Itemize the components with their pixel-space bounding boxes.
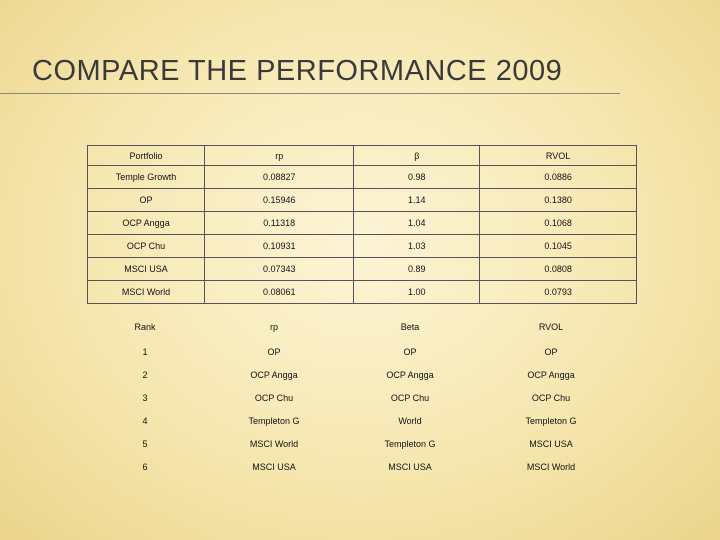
title-divider [0,93,620,94]
beta-rank-cell: World [398,415,422,426]
rvol-cell: 0.1068 [479,211,637,235]
table-row: 1 OP OP OP [90,340,630,363]
rp-rank-cell: OP [267,346,281,357]
beta-rank-cell: OCP Chu [390,392,430,403]
rp-cell: 0.10931 [204,234,355,258]
column-header-rp: rp [269,322,278,332]
column-header-rp: rp [204,145,355,166]
table-row: OCP Angga 0.11318 1.04 0.1068 [86,211,637,235]
rank-cell: 5 [142,438,148,449]
slide-title: COMPARE THE PERFORMANCE 2009 [32,55,563,87]
portfolio-cell: OCP Angga [86,211,206,235]
rank-cell: 4 [142,415,148,426]
rp-rank-cell: Templeton G [248,415,300,426]
portfolio-cell: OP [86,188,206,212]
column-header-rvol: RVOL [479,145,637,166]
beta-cell: 0.98 [353,165,481,189]
column-header-portfolio: Portfolio [86,145,206,166]
rp-rank-cell: OCP Angga [250,369,298,380]
rvol-cell: 0.0808 [479,257,637,281]
rvol-rank-cell: MSCI World [526,461,576,472]
rvol-cell: 0.0793 [479,280,637,304]
beta-cell: 1.00 [353,280,481,304]
portfolio-cell: OCP Chu [86,234,206,258]
rp-cell: 0.08827 [204,165,355,189]
rp-cell: 0.08061 [204,280,355,304]
table-row: 2 OCP Angga OCP Angga OCP Angga [90,363,630,386]
beta-rank-cell: OCP Angga [386,369,434,380]
rp-cell: 0.07343 [204,257,355,281]
performance-table: Portfolio rp β RVOL Temple Growth 0.0882… [86,145,637,304]
beta-cell: 1.14 [353,188,481,212]
table-row: OCP Chu 0.10931 1.03 0.1045 [86,234,637,258]
beta-rank-cell: MSCI USA [388,461,432,472]
portfolio-cell: MSCI World [86,280,206,304]
portfolio-cell: MSCI USA [86,257,206,281]
table-row: 5 MSCI World Templeton G MSCI USA [90,432,630,455]
rvol-cell: 0.1380 [479,188,637,212]
rp-rank-cell: MSCI USA [252,461,296,472]
rank-cell: 1 [142,346,148,357]
table-row: Temple Growth 0.08827 0.98 0.0886 [86,165,637,189]
rank-cell: 3 [142,392,148,403]
table-row: MSCI USA 0.07343 0.89 0.0808 [86,257,637,281]
rvol-rank-cell: MSCI USA [529,438,573,449]
portfolio-cell: Temple Growth [86,165,206,189]
performance-header-row: Portfolio rp β RVOL [86,145,637,166]
beta-cell: 1.04 [353,211,481,235]
rp-cell: 0.15946 [204,188,355,212]
table-row: 6 MSCI USA MSCI USA MSCI World [90,455,630,478]
rvol-cell: 0.1045 [479,234,637,258]
column-header-rank: Rank [134,322,156,332]
rank-cell: 6 [142,461,148,472]
rvol-rank-cell: Templeton G [525,415,577,426]
beta-cell: 1.03 [353,234,481,258]
table-row: OP 0.15946 1.14 0.1380 [86,188,637,212]
rank-table: Rank rp Beta RVOL 1 OP OP OP 2 OCP Angga… [90,314,630,478]
rp-cell: 0.11318 [204,211,355,235]
table-row: 4 Templeton G World Templeton G [90,409,630,432]
rvol-rank-cell: OP [544,346,558,357]
rvol-rank-cell: OCP Angga [527,369,575,380]
table-row: 3 OCP Chu OCP Chu OCP Chu [90,386,630,409]
beta-cell: 0.89 [353,257,481,281]
rp-rank-cell: OCP Chu [254,392,294,403]
table-row: MSCI World 0.08061 1.00 0.0793 [86,280,637,304]
beta-rank-cell: Templeton G [384,438,436,449]
rvol-rank-cell: OCP Chu [531,392,571,403]
rank-header-row: Rank rp Beta RVOL [90,314,630,340]
column-header-beta: Beta [400,322,420,332]
rank-cell: 2 [142,369,148,380]
column-header-rvol: RVOL [538,322,564,332]
rp-rank-cell: MSCI World [249,438,299,449]
beta-rank-cell: OP [403,346,417,357]
column-header-beta: β [353,145,481,166]
rvol-cell: 0.0886 [479,165,637,189]
